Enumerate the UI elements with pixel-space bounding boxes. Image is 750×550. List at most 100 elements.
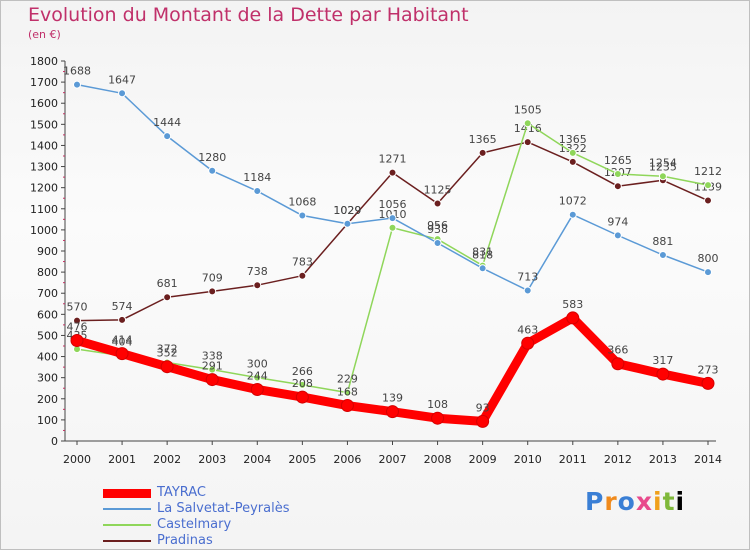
data-point <box>343 219 352 228</box>
data-point <box>613 169 622 178</box>
logo-letter: t <box>662 487 676 516</box>
y-tick-label: 0 <box>51 435 58 448</box>
y-tick-label: 500 <box>37 329 58 342</box>
data-point <box>613 182 622 191</box>
data-label: 1235 <box>649 160 677 173</box>
y-tick-label: 1700 <box>30 76 58 89</box>
data-point <box>431 411 445 425</box>
y-tick-label: 400 <box>37 351 58 364</box>
legend-label: TAYRAC <box>157 485 207 500</box>
data-label: 208 <box>292 377 313 390</box>
data-label: 414 <box>112 334 133 347</box>
data-point <box>566 311 580 325</box>
data-point <box>343 388 352 397</box>
x-tick-label: 2008 <box>424 453 452 466</box>
data-label: 1365 <box>469 133 497 146</box>
y-tick-label: 300 <box>37 372 58 385</box>
data-label: 783 <box>292 256 313 269</box>
data-point <box>523 119 532 128</box>
data-label: 1647 <box>108 73 136 86</box>
y-tick-label: 1100 <box>30 203 58 216</box>
data-point <box>295 390 309 404</box>
data-label: 570 <box>67 301 88 314</box>
x-tick-label: 2012 <box>604 453 632 466</box>
data-label: 1029 <box>333 204 361 217</box>
y-tick-label: 1500 <box>30 118 58 131</box>
data-label: 1271 <box>379 153 407 166</box>
data-label: 1416 <box>514 122 542 135</box>
data-label: 1688 <box>63 65 91 78</box>
data-point <box>208 287 217 296</box>
data-label: 881 <box>652 235 673 248</box>
data-point <box>704 181 712 190</box>
data-point <box>388 168 397 177</box>
data-label: 1212 <box>694 165 722 178</box>
data-point <box>388 223 397 232</box>
logo-letter: P <box>585 487 605 516</box>
data-label: 273 <box>698 363 719 376</box>
data-point <box>613 231 622 240</box>
y-tick-label: 800 <box>37 266 58 279</box>
data-point <box>163 293 172 302</box>
data-label: 1072 <box>559 195 587 208</box>
y-tick-label: 1600 <box>30 97 58 110</box>
data-label: 266 <box>292 365 313 378</box>
legend-swatch <box>103 524 151 526</box>
x-tick-label: 2014 <box>694 453 722 466</box>
y-tick-label: 200 <box>37 393 58 406</box>
data-point <box>701 376 715 390</box>
data-point <box>476 414 490 428</box>
logo-letter: x <box>635 487 653 516</box>
data-label: 709 <box>202 271 223 284</box>
data-point <box>611 357 625 371</box>
x-tick-label: 2013 <box>649 453 677 466</box>
data-point <box>253 373 262 382</box>
logo-letter: o <box>617 487 636 516</box>
x-tick-label: 2010 <box>514 453 542 466</box>
data-label: 338 <box>202 350 223 363</box>
data-point <box>523 138 532 147</box>
data-label: 139 <box>382 392 403 405</box>
data-label: 1444 <box>153 116 181 129</box>
data-point <box>433 238 442 247</box>
data-point <box>523 286 532 295</box>
y-tick-label: 100 <box>37 414 58 427</box>
x-tick-label: 2005 <box>288 453 316 466</box>
y-tick-label: 1200 <box>30 182 58 195</box>
legend-swatch <box>103 508 151 510</box>
data-label: 818 <box>472 248 493 261</box>
data-label: 317 <box>652 354 673 367</box>
y-tick-label: 700 <box>37 287 58 300</box>
data-label: 229 <box>337 373 358 386</box>
data-label: 738 <box>247 265 268 278</box>
data-point <box>704 268 712 277</box>
data-point <box>298 380 307 389</box>
data-point <box>115 347 129 361</box>
data-point <box>73 316 81 325</box>
chart-title: Evolution du Montant de la Dette par Hab… <box>28 4 469 26</box>
data-point <box>386 405 399 419</box>
data-label: 800 <box>698 252 719 265</box>
y-tick-label: 1800 <box>30 55 58 68</box>
data-point <box>253 187 262 196</box>
data-label: 1505 <box>514 103 542 116</box>
data-point <box>388 214 397 223</box>
data-point <box>160 360 174 374</box>
x-tick-label: 2002 <box>153 453 181 466</box>
data-label: 1068 <box>288 196 316 209</box>
data-label: 300 <box>247 358 268 371</box>
data-point <box>656 367 670 381</box>
data-point <box>433 199 442 208</box>
data-label: 1280 <box>198 151 226 164</box>
data-label: 1125 <box>424 184 452 197</box>
data-label: 244 <box>247 369 268 382</box>
data-label: 956 <box>427 219 448 232</box>
x-tick-label: 2009 <box>469 453 497 466</box>
logo-letter: i <box>653 487 663 516</box>
logo-letter: r <box>604 487 618 516</box>
chart-unit: (en €) <box>28 28 61 41</box>
data-point <box>568 210 577 219</box>
data-point <box>118 89 127 98</box>
